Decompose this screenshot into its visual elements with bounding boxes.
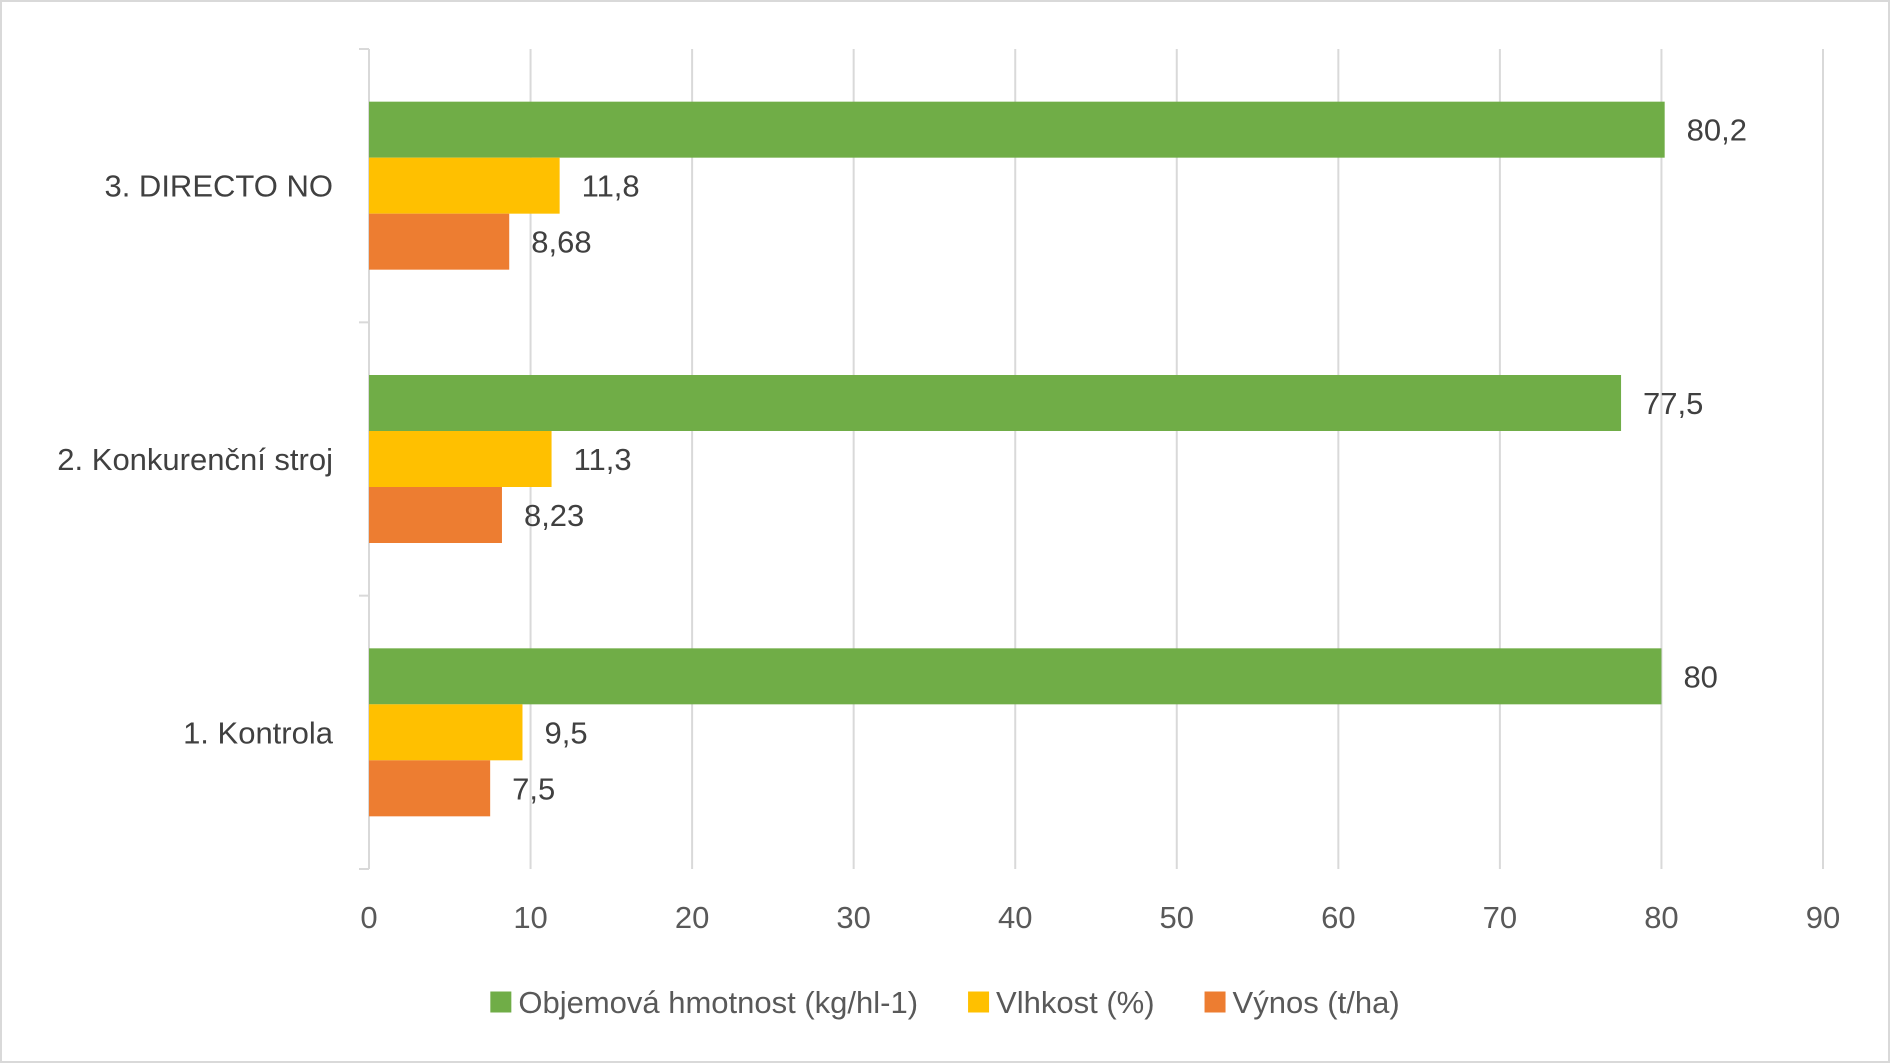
bar	[369, 213, 510, 270]
legend-item: Vlhkost (%)	[968, 985, 1155, 1020]
legend-label: Objemová hmotnost (kg/hl-1)	[518, 985, 918, 1020]
data-label: 8,23	[524, 498, 584, 533]
x-tick-label: 40	[998, 900, 1032, 935]
bar	[369, 487, 502, 543]
gridlines	[529, 49, 1824, 869]
bar	[369, 760, 491, 817]
category-label: 3. DIRECTO NO	[104, 169, 333, 204]
bar	[369, 704, 523, 761]
legend-swatch	[968, 991, 990, 1013]
data-label: 11,8	[582, 169, 640, 204]
data-label: 77,5	[1643, 386, 1703, 421]
x-tick-label: 70	[1483, 900, 1517, 935]
x-tick-label: 0	[360, 900, 377, 935]
legend-label: Výnos (t/ha)	[1233, 985, 1400, 1020]
category-label: 2. Konkurenční stroj	[57, 442, 333, 477]
data-label: 80	[1683, 659, 1717, 694]
legend-swatch	[490, 991, 512, 1013]
x-tick-label: 80	[1644, 900, 1678, 935]
bar	[369, 648, 1662, 705]
legend: Objemová hmotnost (kg/hl-1) Vlhkost (%) Vý…	[490, 985, 1400, 1020]
x-tick-label: 20	[675, 900, 709, 935]
x-tick-label: 30	[836, 900, 870, 935]
bars	[369, 101, 1665, 817]
bar	[369, 101, 1665, 158]
x-tick-label: 50	[1160, 900, 1194, 935]
data-label: 9,5	[544, 715, 587, 750]
category-labels: 1. Kontrola 2. Konkurenční stroj 3. DIRECT…	[57, 169, 333, 751]
data-label: 8,68	[531, 225, 591, 260]
legend-label: Vlhkost (%)	[996, 985, 1154, 1020]
data-label: 80,2	[1687, 113, 1747, 148]
x-tick-label: 10	[513, 900, 547, 935]
bar	[369, 375, 1622, 431]
x-tick-label: 60	[1321, 900, 1355, 935]
bar	[369, 157, 560, 214]
data-label: 7,5	[512, 771, 555, 806]
data-labels: 80 9,5 7,5 77,5 11,3 8,23 80,2 11,8 8,68	[512, 113, 1747, 807]
bar	[369, 431, 552, 487]
legend-item: Objemová hmotnost (kg/hl-1)	[490, 985, 918, 1020]
x-tick-labels: 0 10 20 30 40 50 60 70 80 90	[360, 900, 1840, 935]
data-label: 11,3	[574, 442, 632, 477]
category-axis	[359, 48, 370, 870]
legend-item: Výnos (t/ha)	[1204, 985, 1400, 1020]
category-label: 1. Kontrola	[183, 715, 334, 750]
legend-swatch	[1204, 991, 1226, 1013]
x-tick-label: 90	[1806, 900, 1840, 935]
